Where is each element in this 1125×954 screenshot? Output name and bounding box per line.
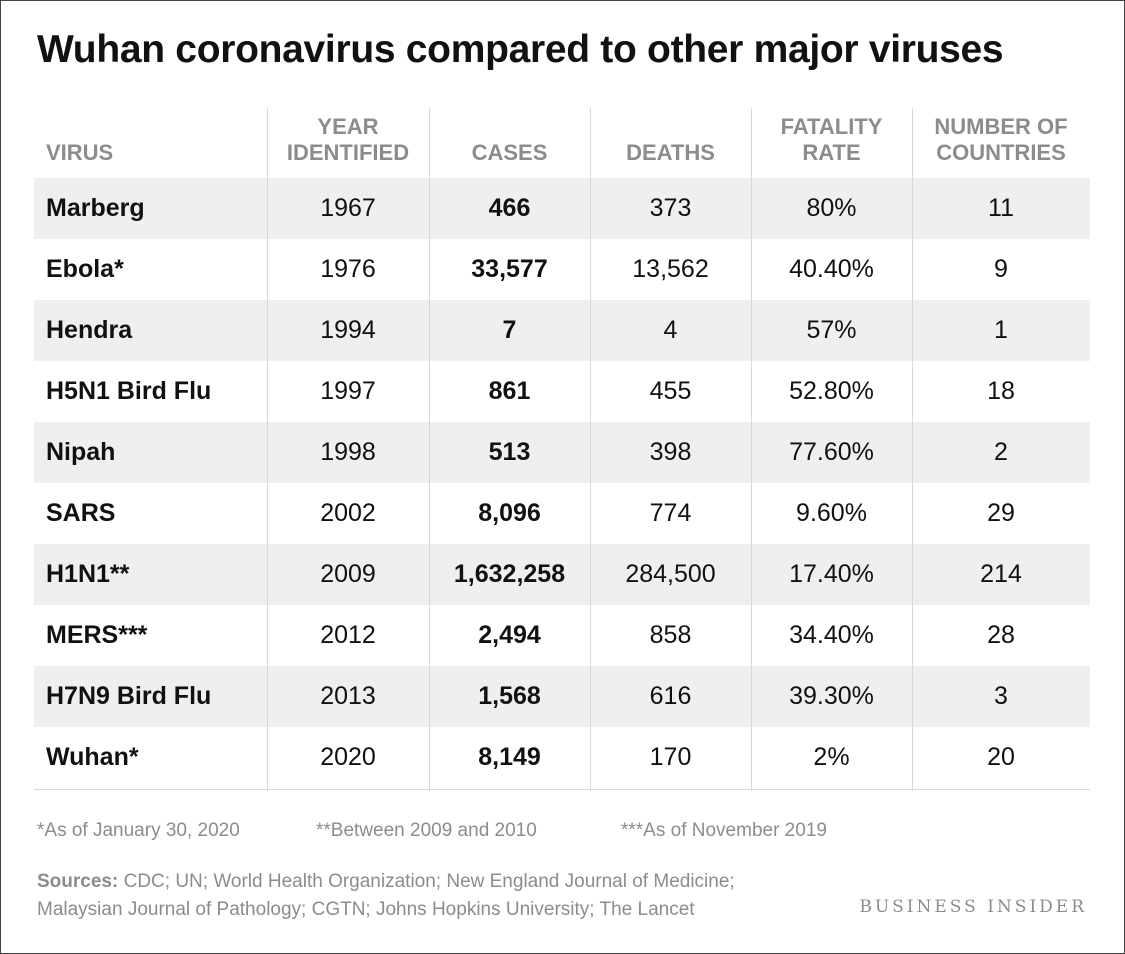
table-row: SARS 2002 8,096 774 9.60% 29 bbox=[34, 483, 1090, 544]
cell-year-identified: 1997 bbox=[320, 377, 376, 405]
cell-cases: 861 bbox=[488, 377, 531, 405]
cell-fatality-rate: 17.40% bbox=[789, 560, 874, 588]
cell-deaths: 774 bbox=[649, 499, 692, 527]
column-divider bbox=[429, 108, 430, 791]
cell-number-of-countries: 11 bbox=[988, 194, 1014, 222]
chart-title: Wuhan coronavirus compared to other majo… bbox=[37, 28, 1004, 71]
column-header-year-identified: YEAR IDENTIFIED bbox=[286, 114, 410, 165]
cell-cases: 1,632,258 bbox=[453, 560, 566, 588]
cell-virus: H1N1** bbox=[46, 560, 130, 588]
cell-deaths: 373 bbox=[649, 194, 692, 222]
column-header-deaths: DEATHS bbox=[626, 140, 715, 165]
cell-deaths: 616 bbox=[649, 682, 692, 710]
cell-virus: H5N1 Bird Flu bbox=[46, 377, 212, 405]
cell-virus: Marberg bbox=[46, 194, 145, 222]
cell-year-identified: 2013 bbox=[320, 682, 376, 710]
cell-fatality-rate: 40.40% bbox=[789, 255, 874, 283]
cell-fatality-rate: 80% bbox=[806, 194, 857, 222]
cell-fatality-rate: 9.60% bbox=[796, 499, 867, 527]
cell-deaths: 4 bbox=[663, 316, 678, 344]
footnote-mers: ***As of November 2019 bbox=[621, 820, 827, 841]
sources-line-2: Malaysian Journal of Pathology; CGTN; Jo… bbox=[37, 899, 695, 920]
footnote-wuhan: *As of January 30, 2020 bbox=[37, 820, 240, 841]
cell-number-of-countries: 2 bbox=[994, 438, 1008, 466]
cell-fatality-rate: 52.80% bbox=[789, 377, 874, 405]
table-row: Wuhan* 2020 8,149 170 2% 20 bbox=[34, 727, 1090, 788]
cell-fatality-rate: 39.30% bbox=[789, 682, 874, 710]
table-row: H7N9 Bird Flu 2013 1,568 616 39.30% 3 bbox=[34, 666, 1090, 727]
cell-fatality-rate: 77.60% bbox=[789, 438, 874, 466]
cell-deaths: 455 bbox=[649, 377, 692, 405]
sources-label: Sources: bbox=[37, 871, 119, 892]
cell-virus: MERS*** bbox=[46, 621, 148, 649]
cell-virus: Hendra bbox=[46, 316, 133, 344]
cell-virus: Ebola* bbox=[46, 255, 124, 283]
cell-year-identified: 1967 bbox=[320, 194, 376, 222]
cell-cases: 1,568 bbox=[478, 682, 541, 710]
table-bottom-rule bbox=[34, 789, 1090, 790]
cell-year-identified: 1994 bbox=[320, 316, 376, 344]
cell-year-identified: 2009 bbox=[320, 560, 376, 588]
cell-cases: 8,096 bbox=[478, 499, 541, 527]
virus-comparison-table: VIRUS YEAR IDENTIFIED CASES DEATHS FATALITY … bbox=[34, 108, 1090, 791]
cell-cases: 2,494 bbox=[478, 621, 541, 649]
cell-number-of-countries: 9 bbox=[994, 255, 1008, 283]
cell-number-of-countries: 3 bbox=[994, 682, 1008, 710]
column-header-fatality-rate: FATALITY RATE bbox=[780, 114, 883, 165]
cell-deaths: 13,562 bbox=[632, 255, 709, 283]
footnote-h1n1: **Between 2009 and 2010 bbox=[316, 820, 537, 841]
sources-line-1: CDC; UN; World Health Organization; New … bbox=[118, 871, 735, 892]
column-divider bbox=[590, 108, 591, 791]
cell-fatality-rate: 34.40% bbox=[789, 621, 874, 649]
cell-virus: Nipah bbox=[46, 438, 116, 466]
cell-deaths: 398 bbox=[649, 438, 692, 466]
cell-cases: 466 bbox=[488, 194, 531, 222]
table-row: Hendra 1994 7 4 57% 1 bbox=[34, 300, 1090, 361]
sources-text: Sources: CDC; UN; World Health Organizat… bbox=[37, 868, 735, 924]
column-header-number-of-countries: NUMBER OF COUNTRIES bbox=[934, 114, 1068, 165]
cell-cases: 33,577 bbox=[471, 255, 548, 283]
cell-year-identified: 2012 bbox=[320, 621, 376, 649]
cell-deaths: 858 bbox=[649, 621, 692, 649]
table-row: H1N1** 2009 1,632,258 284,500 17.40% 214 bbox=[34, 544, 1090, 605]
cell-virus: SARS bbox=[46, 499, 116, 527]
column-divider bbox=[267, 108, 268, 791]
cell-deaths: 284,500 bbox=[625, 560, 716, 588]
cell-number-of-countries: 214 bbox=[980, 560, 1022, 588]
column-divider bbox=[912, 108, 913, 791]
cell-fatality-rate: 2% bbox=[813, 743, 850, 771]
cell-virus: Wuhan* bbox=[46, 743, 139, 771]
cell-year-identified: 1976 bbox=[320, 255, 376, 283]
business-insider-logo: BUSINESS INSIDER bbox=[859, 897, 1087, 917]
cell-year-identified: 2020 bbox=[320, 743, 376, 771]
table-header: VIRUS YEAR IDENTIFIED CASES DEATHS FATALITY … bbox=[34, 108, 1090, 178]
cell-cases: 7 bbox=[502, 316, 517, 344]
cell-number-of-countries: 29 bbox=[987, 499, 1015, 527]
cell-number-of-countries: 18 bbox=[987, 377, 1015, 405]
cell-fatality-rate: 57% bbox=[806, 316, 857, 344]
cell-deaths: 170 bbox=[649, 743, 692, 771]
column-divider bbox=[751, 108, 752, 791]
cell-year-identified: 1998 bbox=[320, 438, 376, 466]
cell-cases: 513 bbox=[488, 438, 531, 466]
column-header-virus: VIRUS bbox=[46, 140, 114, 165]
cell-cases: 8,149 bbox=[478, 743, 541, 771]
cell-virus: H7N9 Bird Flu bbox=[46, 682, 212, 710]
cell-year-identified: 2002 bbox=[320, 499, 376, 527]
cell-number-of-countries: 1 bbox=[994, 316, 1008, 344]
table-row: Nipah 1998 513 398 77.60% 2 bbox=[34, 422, 1090, 483]
cell-number-of-countries: 28 bbox=[987, 621, 1015, 649]
table-row: Ebola* 1976 33,577 13,562 40.40% 9 bbox=[34, 239, 1090, 300]
cell-number-of-countries: 20 bbox=[987, 743, 1015, 771]
table-row: H5N1 Bird Flu 1997 861 455 52.80% 18 bbox=[34, 361, 1090, 422]
column-header-cases: CASES bbox=[471, 140, 548, 165]
table-row: MERS*** 2012 2,494 858 34.40% 28 bbox=[34, 605, 1090, 666]
table-row: Marberg 1967 466 373 80% 11 bbox=[34, 178, 1090, 239]
